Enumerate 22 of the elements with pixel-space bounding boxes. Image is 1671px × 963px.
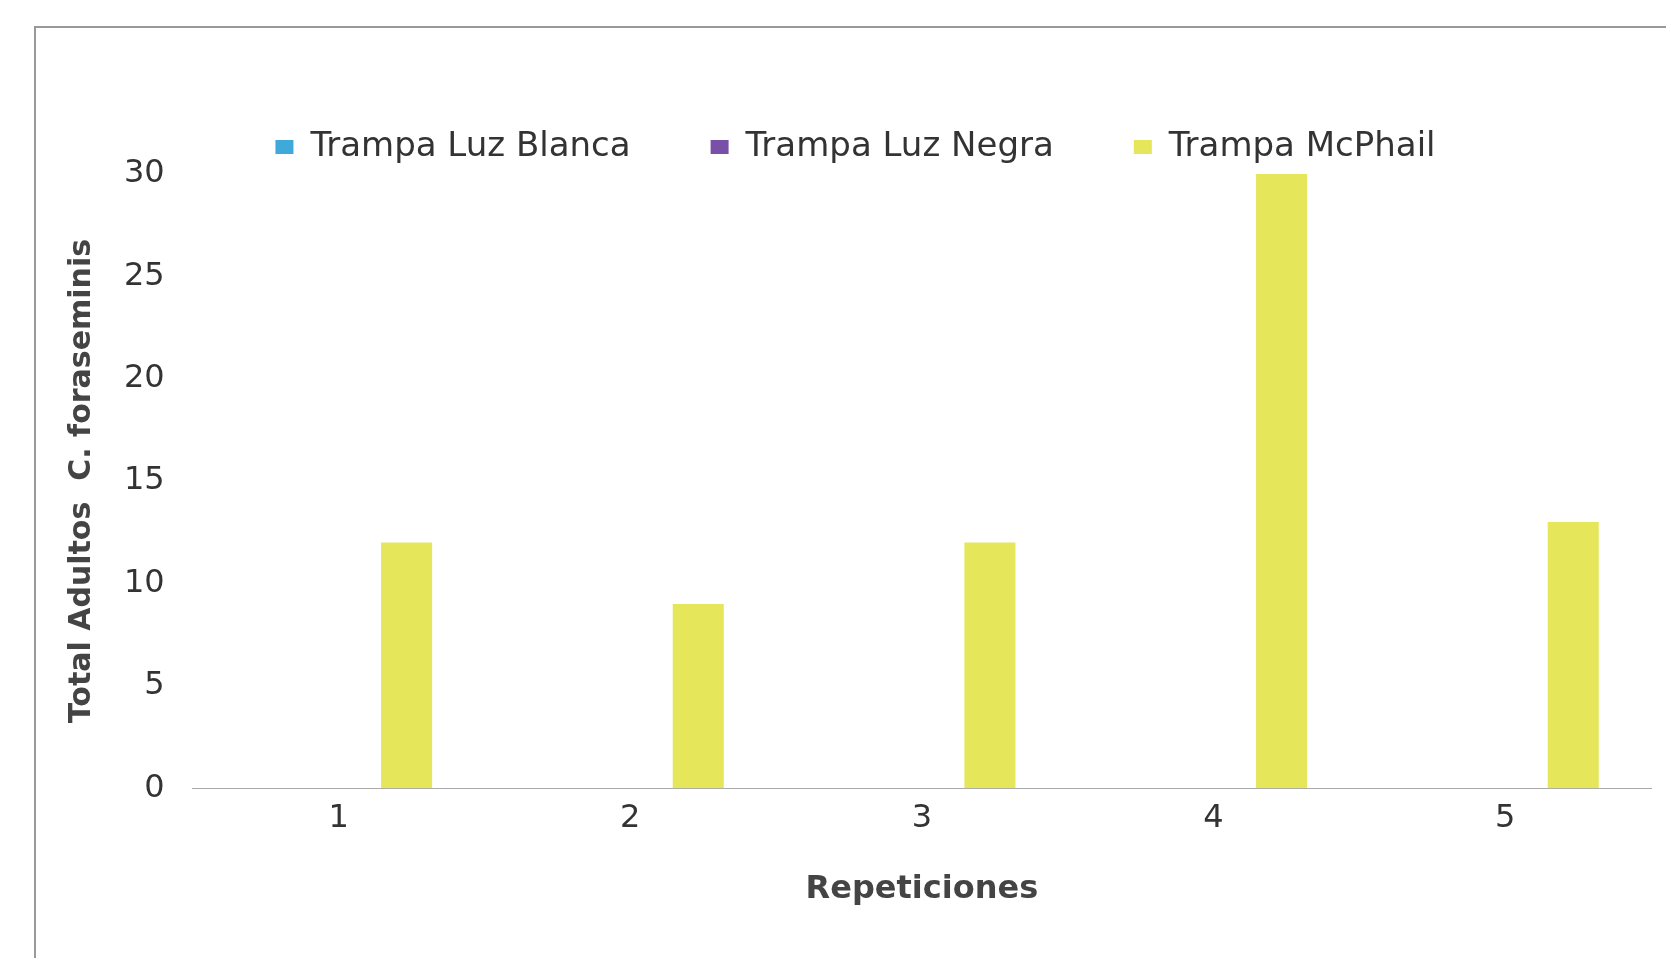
legend-label: Trampa Luz Blanca: [309, 123, 631, 164]
bar: [381, 542, 433, 789]
bar: [1547, 522, 1599, 789]
y-tick-label: 0: [144, 766, 165, 805]
x-tick-label: 5: [1494, 796, 1516, 835]
x-tick-label: 4: [1203, 796, 1224, 835]
y-axis-title: Total Adultos C. foraseminis: [61, 238, 97, 724]
y-tick-label: 5: [144, 664, 165, 703]
x-tick-label: 1: [328, 796, 349, 835]
y-tick-label: 25: [124, 254, 165, 293]
x-axis-title: Repeticiones: [805, 868, 1039, 907]
y-tick-label: 15: [124, 459, 165, 498]
legend-label: Trampa McPhail: [1167, 123, 1436, 164]
y-tick-label: 20: [124, 357, 165, 396]
y-tick-label: 30: [124, 152, 165, 191]
bar: [964, 542, 1016, 789]
legend-label: Trampa Luz Negra: [744, 123, 1054, 164]
x-tick-label: 3: [911, 796, 933, 835]
y-tick-label: 10: [124, 561, 165, 600]
x-tick-label: 2: [620, 796, 641, 835]
bar: [672, 603, 724, 789]
bar: [1256, 174, 1308, 789]
